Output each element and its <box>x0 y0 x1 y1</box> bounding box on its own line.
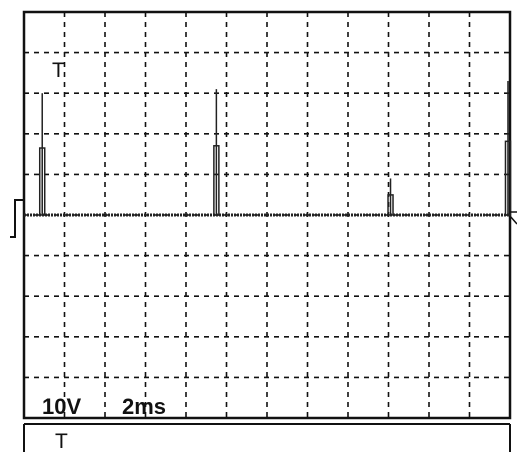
spike-body <box>387 194 394 216</box>
bottom-trigger-marker-label: T <box>55 430 68 453</box>
volts-per-div-readout: 10V <box>42 394 81 419</box>
trace-spike <box>38 93 46 216</box>
spike-body <box>38 147 46 216</box>
time-per-div-readout: 2ms <box>122 394 166 419</box>
bottom-timebase-bracket <box>23 423 511 452</box>
trace-spike <box>387 178 394 216</box>
trigger-level-marker <box>10 199 24 238</box>
ground-level-marker <box>509 211 517 225</box>
signal-trace <box>24 81 512 217</box>
spike-body <box>213 145 220 216</box>
trace-spike <box>213 89 220 216</box>
spike-body <box>504 140 512 216</box>
trace-spike <box>504 81 512 216</box>
trigger-marker-label: T <box>52 59 65 82</box>
